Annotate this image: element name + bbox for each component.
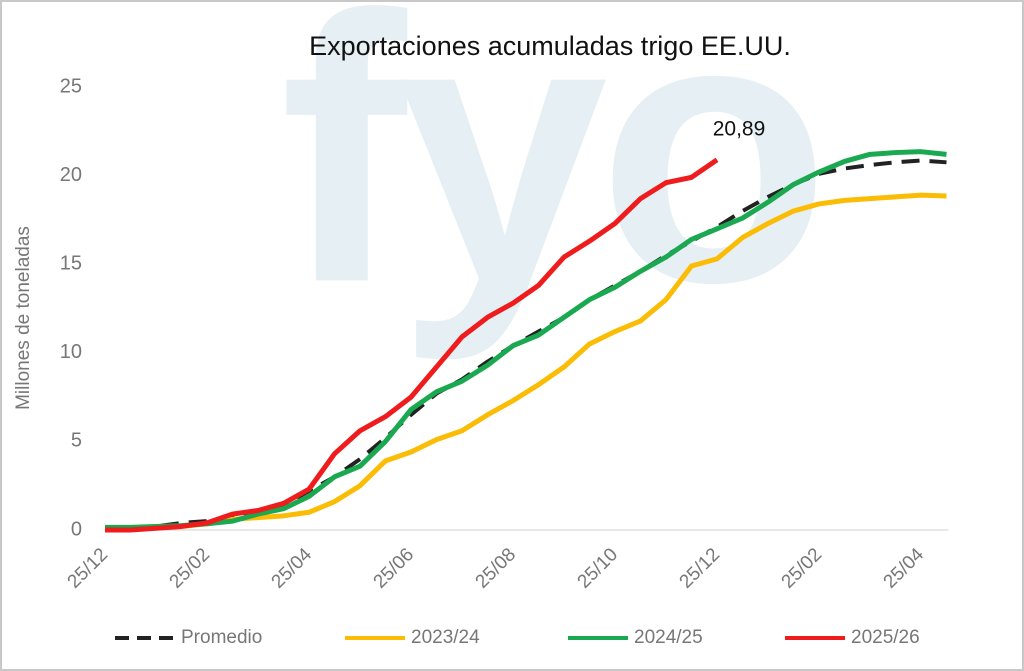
y-tick-label: 20 xyxy=(60,164,82,186)
series-line xyxy=(105,149,947,530)
y-axis-label: Millones de toneladas xyxy=(13,226,34,410)
chart-title: Exportaciones acumuladas trigo EE.UU. xyxy=(309,31,791,61)
legend-label: 2024/25 xyxy=(634,627,703,648)
y-tick-label: 0 xyxy=(71,518,82,540)
y-tick-label: 10 xyxy=(60,341,82,363)
legend-label: 2023/24 xyxy=(411,627,480,648)
y-tick-label: 25 xyxy=(60,75,82,97)
series-line xyxy=(105,157,719,533)
legend-label: 2025/26 xyxy=(851,627,920,648)
y-tick-label: 5 xyxy=(71,430,82,452)
legend-label: Promedio xyxy=(181,627,262,648)
y-tick-label: 15 xyxy=(60,252,82,274)
watermark: fyo xyxy=(280,0,820,364)
data-label: 20,89 xyxy=(713,117,766,140)
